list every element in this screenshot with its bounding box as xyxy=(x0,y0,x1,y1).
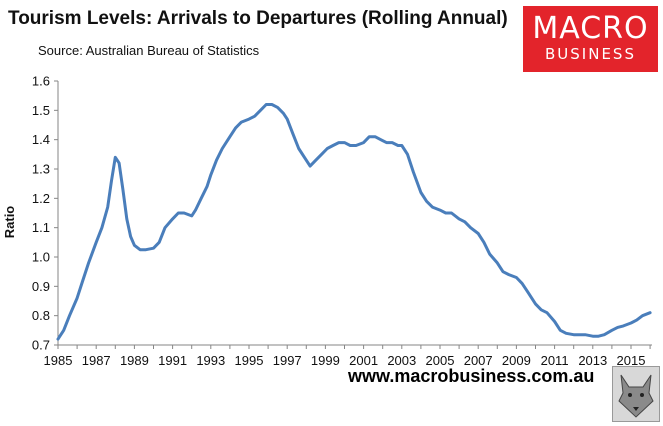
x-tick-label: 2013 xyxy=(578,353,607,368)
series-line xyxy=(56,103,652,341)
y-tick-label: 1.2 xyxy=(32,191,50,206)
x-tick-label: 2001 xyxy=(349,353,378,368)
logo-line-business: BUSINESS xyxy=(545,45,636,63)
website-url: www.macrobusiness.com.au xyxy=(348,366,595,386)
x-tick-label: 1997 xyxy=(273,353,302,368)
chart-source: Source: Australian Bureau of Statistics xyxy=(38,43,260,58)
x-tick-label: 2015 xyxy=(617,353,646,368)
y-tick-label: 1.6 xyxy=(32,74,50,89)
x-tick-label: 1993 xyxy=(196,353,225,368)
x-tick-label: 1985 xyxy=(44,353,73,368)
x-tick-label: 1989 xyxy=(120,353,149,368)
y-tick-label: 1.5 xyxy=(32,103,50,118)
y-tick-label: 1.3 xyxy=(32,162,50,177)
x-tick-label: 2005 xyxy=(426,353,455,368)
y-tick-label: 1.0 xyxy=(32,250,50,265)
series-group xyxy=(56,103,652,341)
x-tick-label: 2011 xyxy=(541,353,569,368)
y-tick-label: 1.1 xyxy=(32,220,50,235)
logo-line-macro: MACRO xyxy=(532,11,649,46)
macrobusiness-logo: MACRO BUSINESS xyxy=(523,6,658,72)
y-tick-label: 0.9 xyxy=(32,279,50,294)
x-tick-label: 1987 xyxy=(82,353,111,368)
x-tick-label: 2003 xyxy=(387,353,416,368)
x-tick-label: 1991 xyxy=(158,353,187,368)
chart-axes xyxy=(54,80,652,349)
x-tick-labels: 1985 1987 1989 1991 1993 1995 1997 1999 2001 2003… xyxy=(44,353,646,368)
x-tick-label: 1999 xyxy=(311,353,340,368)
x-tick-label: 2007 xyxy=(464,353,493,368)
y-tick-label: 0.7 xyxy=(32,338,50,353)
wolf-logo-image xyxy=(612,366,660,422)
x-tick-label: 1995 xyxy=(235,353,264,368)
x-tick-label: 2009 xyxy=(502,353,531,368)
y-tick-labels: 0.7 0.8 0.9 1.0 1.1 1.2 1.3 1.4 1.5 1.6 xyxy=(32,74,50,353)
y-tick-label: 0.8 xyxy=(32,308,50,323)
chart-title: Tourism Levels: Arrivals to Departures (… xyxy=(8,8,508,29)
wolf-icon xyxy=(618,374,654,418)
y-axis-label: Ratio xyxy=(2,206,17,239)
y-tick-label: 1.4 xyxy=(32,132,50,147)
